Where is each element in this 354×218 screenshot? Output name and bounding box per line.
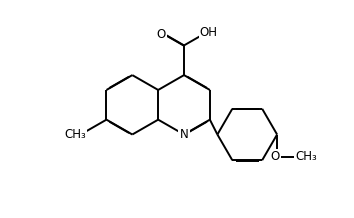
- Text: O: O: [156, 28, 166, 41]
- Text: N: N: [179, 128, 188, 141]
- Text: O: O: [271, 150, 280, 163]
- Text: OH: OH: [200, 26, 218, 39]
- Text: CH₃: CH₃: [64, 128, 86, 141]
- Text: CH₃: CH₃: [296, 150, 318, 163]
